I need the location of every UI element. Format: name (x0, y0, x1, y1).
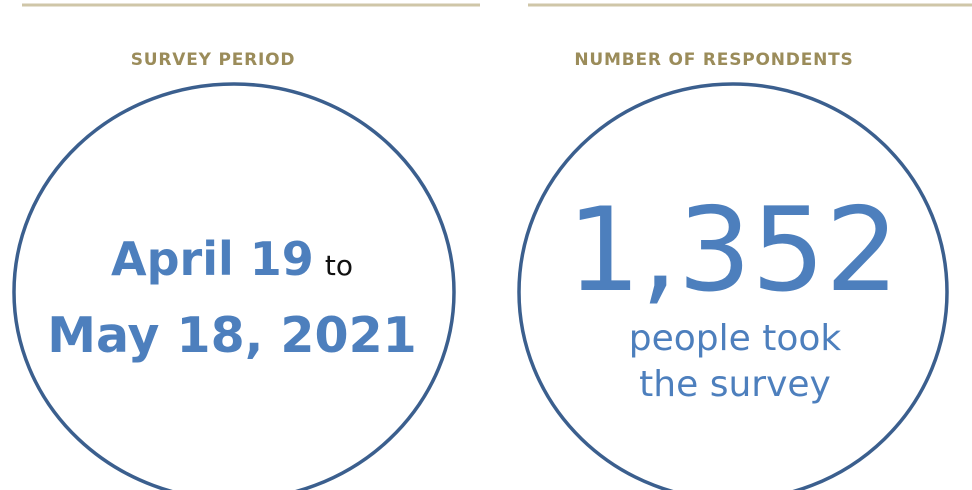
panel-heading: NUMBER OF RESPONDENTS (574, 50, 853, 70)
date-line: April 19 to (111, 232, 353, 286)
start-date: April 19 (111, 232, 314, 286)
end-date: May 18, 2021 (47, 307, 417, 364)
caption: the survey (639, 364, 831, 405)
caption: people took (629, 318, 842, 359)
circle (12, 82, 456, 490)
panel-heading: SURVEY PERIOD (131, 50, 296, 70)
respondent-count: 1,352 (567, 183, 899, 318)
circle (517, 82, 949, 490)
joiner: to (325, 249, 353, 282)
